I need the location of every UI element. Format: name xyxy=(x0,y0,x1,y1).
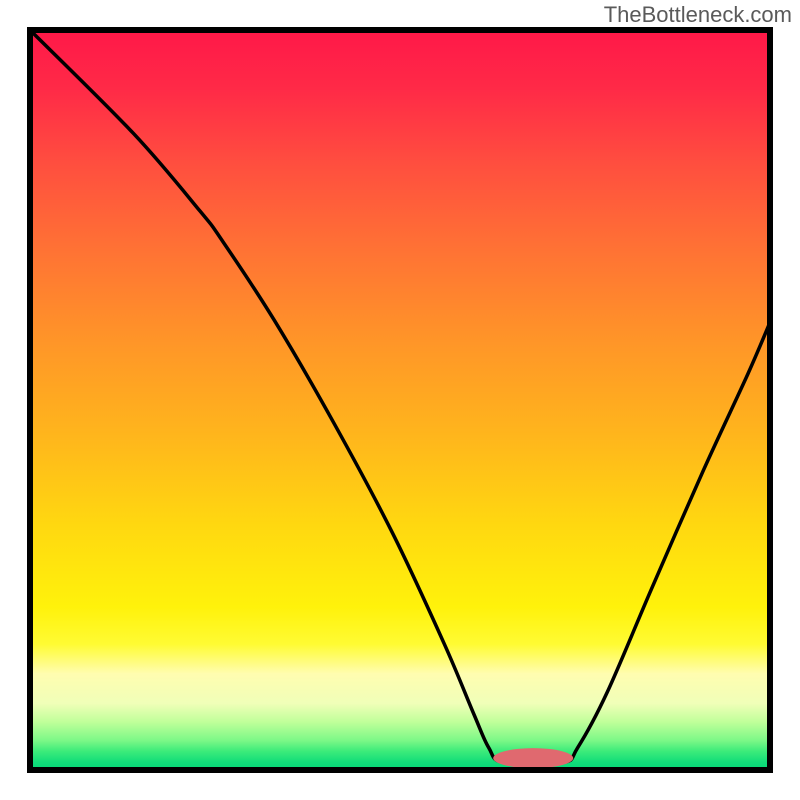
watermark-text: TheBottleneck.com xyxy=(604,2,792,28)
bottleneck-chart xyxy=(0,0,800,800)
optimal-zone-marker xyxy=(493,748,573,768)
chart-canvas: TheBottleneck.com xyxy=(0,0,800,800)
